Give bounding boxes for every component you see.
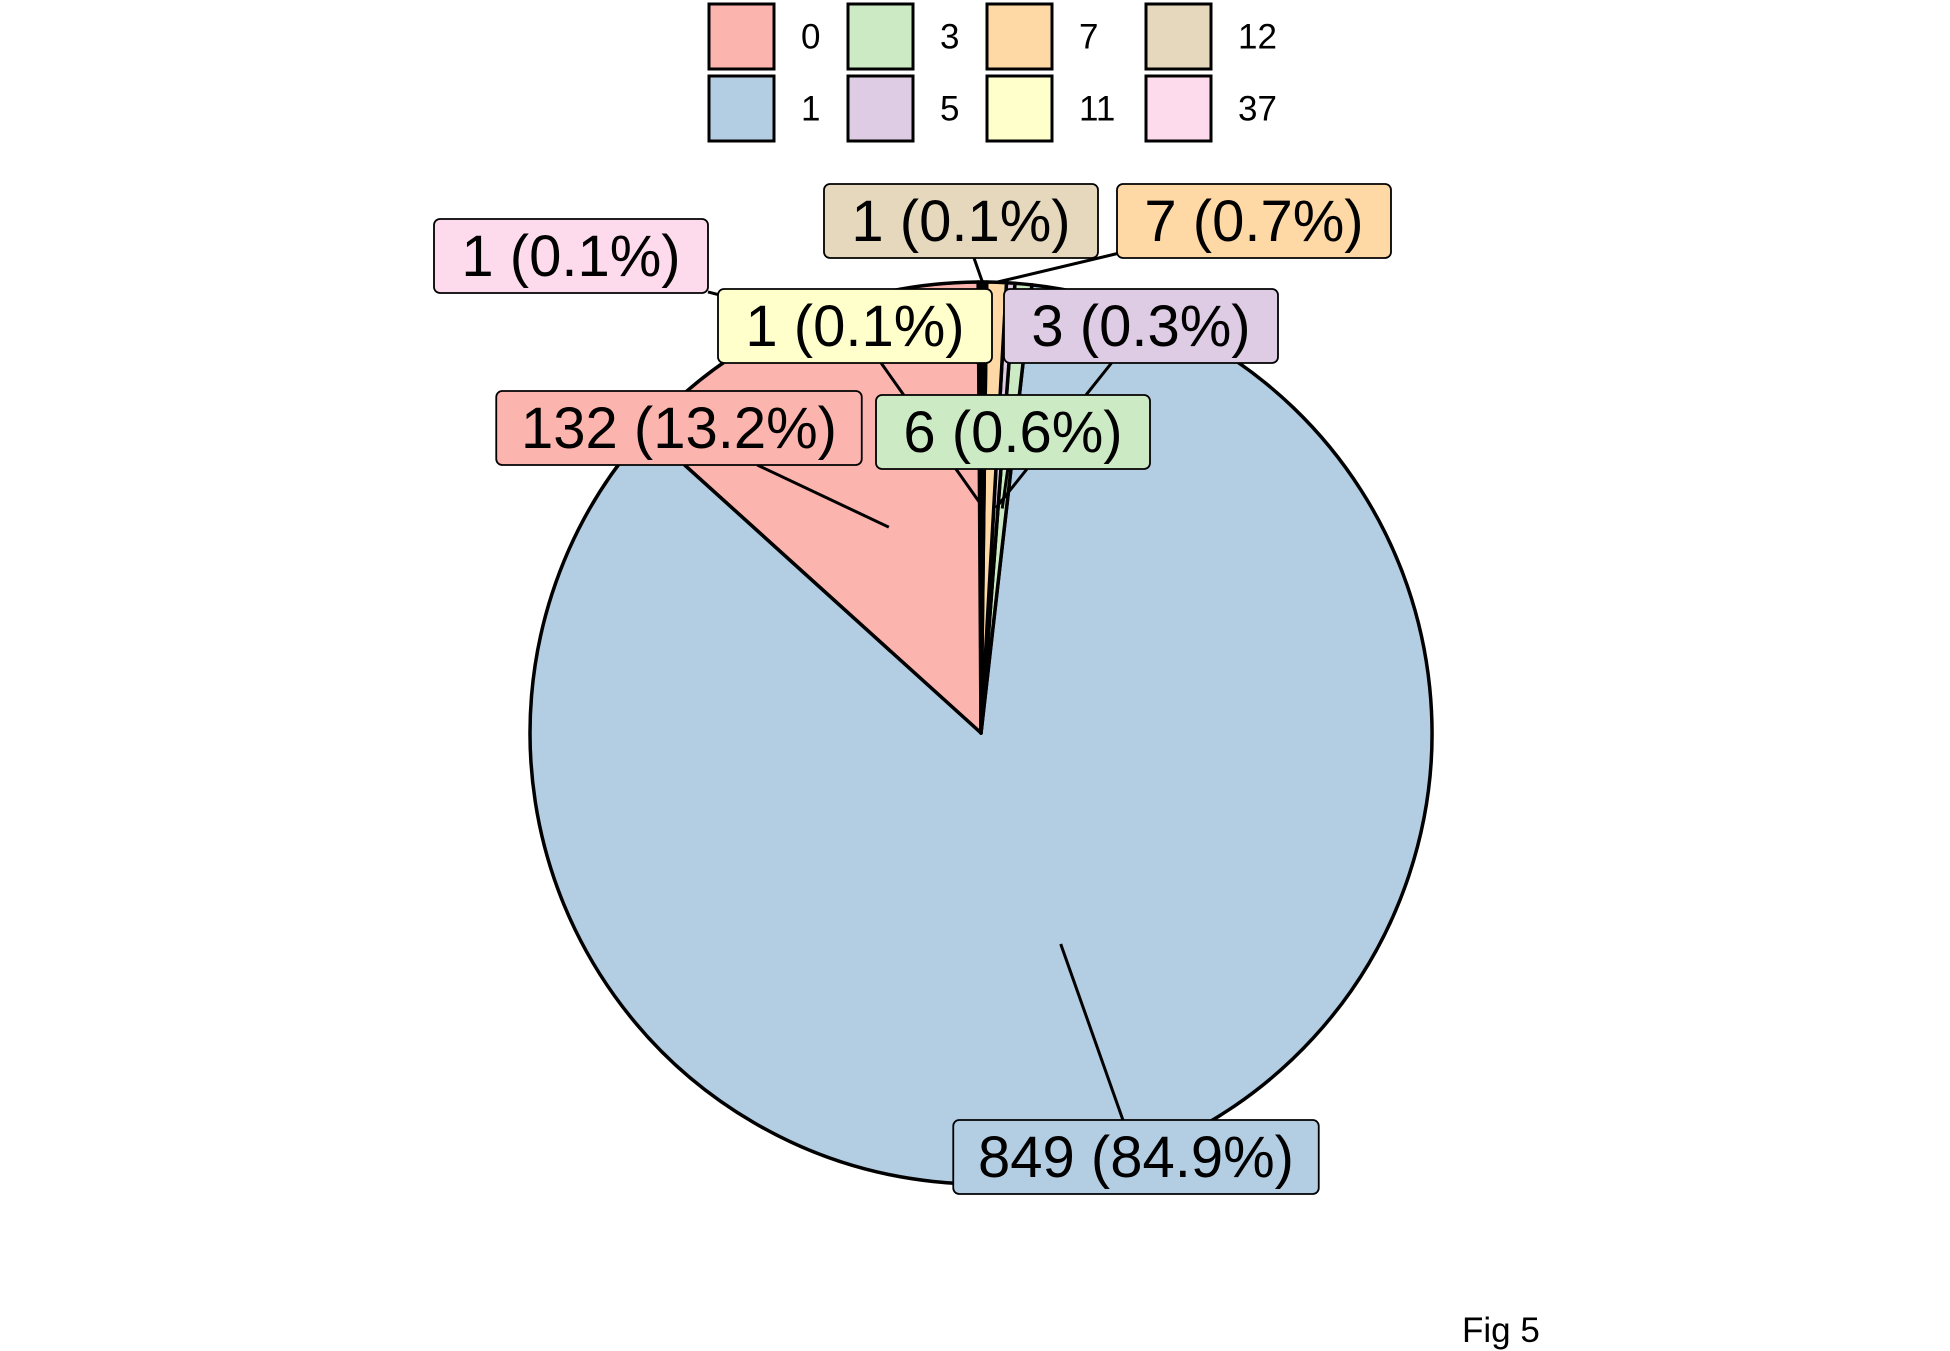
leader-line-0 <box>756 463 890 529</box>
legend-swatch-1 <box>707 74 776 143</box>
leader-line-3 <box>1000 468 1010 509</box>
slice-label-11: 1 (0.1%) <box>745 294 964 359</box>
legend-swatch-11 <box>985 74 1054 143</box>
leader-line-1 <box>1059 943 1125 1121</box>
slice-label-box-12 <box>823 183 1099 259</box>
slice-label-box-7 <box>1116 183 1392 259</box>
slice-label-box-11 <box>717 288 993 364</box>
slice-label-box-1 <box>952 1119 1320 1195</box>
legend-label-7: 7 <box>1079 18 1098 57</box>
slice-label-37: 1 (0.1%) <box>461 224 680 289</box>
leader-line-7 <box>996 252 1118 284</box>
legend-label-1: 1 <box>801 90 820 129</box>
legend-label-37: 37 <box>1238 90 1277 129</box>
figure-caption: Fig 5 <box>1462 1311 1540 1350</box>
legend-label-12: 12 <box>1238 18 1277 57</box>
legend-label-0: 0 <box>801 18 820 57</box>
legend-swatch-12 <box>1144 2 1213 71</box>
legend-swatch-7 <box>985 2 1054 71</box>
slice-label-7: 7 (0.7%) <box>1144 189 1363 254</box>
legend-swatch-5 <box>846 74 915 143</box>
slice-label-12: 1 (0.1%) <box>851 189 1070 254</box>
legend-label-11: 11 <box>1079 90 1115 129</box>
slice-label-5: 3 (0.3%) <box>1031 294 1250 359</box>
slice-label-box-37 <box>433 218 709 294</box>
slice-label-box-5 <box>1003 288 1279 364</box>
slice-label-3: 6 (0.6%) <box>903 400 1122 465</box>
slice-label-box-0 <box>495 390 863 466</box>
legend-swatch-37 <box>1144 74 1213 143</box>
slice-label-box-3 <box>875 394 1151 470</box>
legend-swatch-3 <box>846 2 915 71</box>
legend-label-3: 3 <box>940 18 959 57</box>
legend-label-5: 5 <box>940 90 959 129</box>
slice-labels: 1 (0.1%) 132 (13.2%) 849 (84.9%) 6 (0.6%) 3 … <box>433 183 1392 1195</box>
legend-swatch-0 <box>707 2 776 71</box>
slice-label-0: 132 (13.2%) <box>521 396 837 461</box>
legend: 0 1 3 5 7 11 12 37 <box>707 2 1277 143</box>
leader-line-12 <box>972 257 984 283</box>
slice-label-1: 849 (84.9%) <box>978 1125 1294 1190</box>
